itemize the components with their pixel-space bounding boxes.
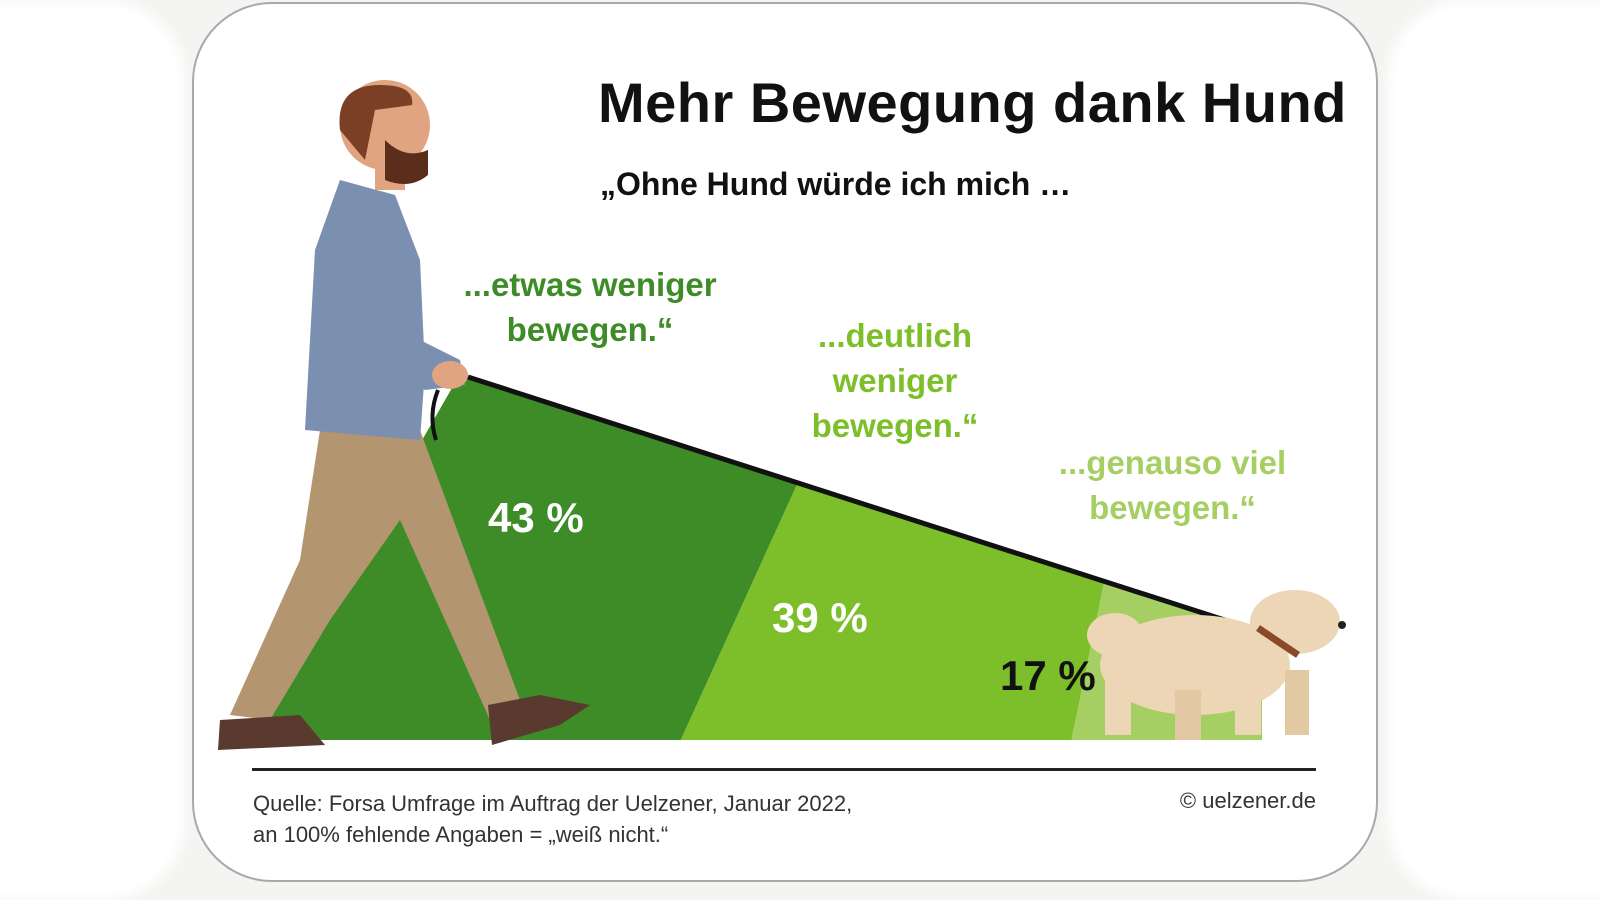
blurred-next-card[interactable] xyxy=(1388,0,1600,900)
footer-divider xyxy=(252,768,1316,771)
source-note: Quelle: Forsa Umfrage im Auftrag der Uel… xyxy=(253,788,852,850)
copyright: © uelzener.de xyxy=(1179,788,1316,813)
label-line: ...deutlich xyxy=(817,317,972,354)
region-2 xyxy=(680,482,1105,740)
category-label-2: ...deutlich weniger bewegen.“ xyxy=(790,313,1000,448)
category-label-3: ...genauso viel bewegen.“ xyxy=(1050,440,1295,530)
man-walking-icon xyxy=(218,80,590,750)
label-line: bewegen.“ xyxy=(506,311,674,348)
label-line: ...etwas weniger xyxy=(463,266,717,303)
value-label-1: 43 % xyxy=(488,494,584,541)
leash-line xyxy=(467,374,1263,635)
source-line: Quelle: Forsa Umfrage im Auftrag der Uel… xyxy=(253,791,853,816)
leash-loop xyxy=(430,389,440,441)
source-line: an 100% fehlende Angaben = „weiß nicht.“ xyxy=(253,822,669,847)
blurred-previous-card[interactable] xyxy=(0,0,185,900)
dog-icon xyxy=(1087,590,1346,740)
chart-title: Mehr Bewegung dank Hund xyxy=(598,71,1347,134)
label-line: bewegen.“ xyxy=(1089,489,1256,526)
region-1 xyxy=(250,374,798,740)
chart-subtitle: „Ohne Hund würde ich mich … xyxy=(600,166,1072,202)
label-line: weniger xyxy=(832,362,958,399)
value-label-3: 17 % xyxy=(1000,652,1096,699)
value-label-2: 39 % xyxy=(772,594,868,641)
label-line: bewegen.“ xyxy=(811,407,979,444)
category-label-1: ...etwas weniger bewegen.“ xyxy=(455,262,725,352)
label-line: ...genauso viel xyxy=(1058,444,1287,481)
